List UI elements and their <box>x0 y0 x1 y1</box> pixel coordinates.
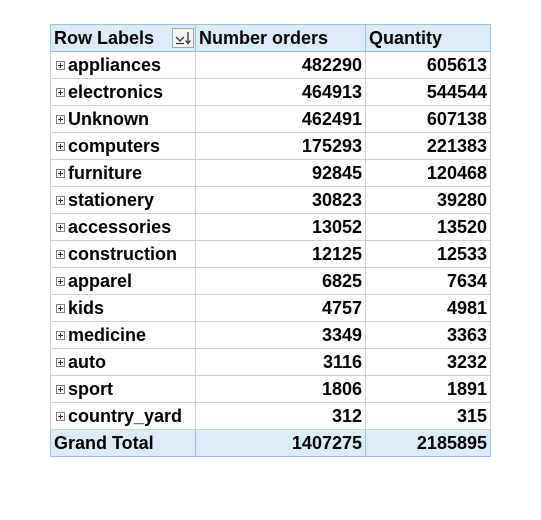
number-orders-cell[interactable]: 464913 <box>195 78 366 106</box>
table-row: appliances 482290 605613 <box>50 51 491 79</box>
quantity-cell[interactable]: 544544 <box>365 78 491 106</box>
number-orders-cell[interactable]: 1806 <box>195 375 366 403</box>
table-row: electronics 464913 544544 <box>50 78 491 106</box>
table-row: auto 3116 3232 <box>50 348 491 376</box>
number-orders-cell[interactable]: 462491 <box>195 105 366 133</box>
sort-filter-dropdown-icon[interactable] <box>172 28 194 48</box>
row-label: accessories <box>68 216 172 237</box>
row-label-cell[interactable]: country_yard <box>50 402 196 430</box>
row-label: stationery <box>68 189 155 210</box>
number-orders-cell[interactable]: 482290 <box>195 51 366 79</box>
row-label-cell[interactable]: sport <box>50 375 196 403</box>
quantity-cell[interactable]: 4981 <box>365 294 491 322</box>
row-label: furniture <box>68 162 142 183</box>
quantity-cell[interactable]: 13520 <box>365 213 491 241</box>
expand-plus-icon[interactable] <box>56 168 65 178</box>
expand-plus-icon[interactable] <box>56 411 65 421</box>
expand-plus-icon[interactable] <box>56 87 65 97</box>
row-label-cell[interactable]: appliances <box>50 51 196 79</box>
header-row: Row Labels Number orders Quantity <box>50 24 491 52</box>
row-labels-header-label: Row Labels <box>54 27 155 48</box>
row-label-cell[interactable]: apparel <box>50 267 196 295</box>
quantity-cell[interactable]: 315 <box>365 402 491 430</box>
expand-plus-icon[interactable] <box>56 303 65 313</box>
row-label: computers <box>68 135 161 156</box>
quantity-cell[interactable]: 120468 <box>365 159 491 187</box>
table-row: country_yard 312 315 <box>50 402 491 430</box>
expand-plus-icon[interactable] <box>56 357 65 367</box>
row-labels-header[interactable]: Row Labels <box>50 24 196 52</box>
table-row: sport 1806 1891 <box>50 375 491 403</box>
row-label-cell[interactable]: accessories <box>50 213 196 241</box>
number-orders-cell[interactable]: 3349 <box>195 321 366 349</box>
quantity-cell[interactable]: 605613 <box>365 51 491 79</box>
expand-plus-icon[interactable] <box>56 330 65 340</box>
table-row: stationery 30823 39280 <box>50 186 491 214</box>
quantity-cell[interactable]: 7634 <box>365 267 491 295</box>
sort-descending-icon <box>175 32 191 45</box>
table-row: apparel 6825 7634 <box>50 267 491 295</box>
row-label-cell[interactable]: Unknown <box>50 105 196 133</box>
row-label: appliances <box>68 54 162 75</box>
row-label: sport <box>68 378 113 399</box>
table-row: medicine 3349 3363 <box>50 321 491 349</box>
number-orders-cell[interactable]: 312 <box>195 402 366 430</box>
quantity-cell[interactable]: 221383 <box>365 132 491 160</box>
grand-total-row: Grand Total 1407275 2185895 <box>50 429 491 457</box>
row-label: electronics <box>68 81 164 102</box>
number-orders-cell[interactable]: 6825 <box>195 267 366 295</box>
row-label-cell[interactable]: electronics <box>50 78 196 106</box>
row-label: kids <box>68 297 105 318</box>
quantity-cell[interactable]: 3232 <box>365 348 491 376</box>
quantity-cell[interactable]: 12533 <box>365 240 491 268</box>
expand-plus-icon[interactable] <box>56 276 65 286</box>
grand-total-orders: 1407275 <box>195 429 366 457</box>
table-row: construction 12125 12533 <box>50 240 491 268</box>
number-orders-cell[interactable]: 4757 <box>195 294 366 322</box>
quantity-cell[interactable]: 607138 <box>365 105 491 133</box>
pivot-table: Row Labels Number orders Quantity applia… <box>50 24 491 457</box>
expand-plus-icon[interactable] <box>56 249 65 259</box>
expand-plus-icon[interactable] <box>56 384 65 394</box>
expand-plus-icon[interactable] <box>56 195 65 205</box>
row-label-cell[interactable]: furniture <box>50 159 196 187</box>
number-orders-cell[interactable]: 92845 <box>195 159 366 187</box>
row-label-cell[interactable]: kids <box>50 294 196 322</box>
row-label-cell[interactable]: medicine <box>50 321 196 349</box>
row-label-cell[interactable]: computers <box>50 132 196 160</box>
pivot-body: appliances 482290 605613 electronics 464913 5… <box>50 51 491 430</box>
number-orders-cell[interactable]: 13052 <box>195 213 366 241</box>
table-row: accessories 13052 13520 <box>50 213 491 241</box>
row-label-cell[interactable]: auto <box>50 348 196 376</box>
number-orders-header[interactable]: Number orders <box>195 24 366 52</box>
number-orders-cell[interactable]: 12125 <box>195 240 366 268</box>
quantity-cell[interactable]: 39280 <box>365 186 491 214</box>
number-orders-cell[interactable]: 30823 <box>195 186 366 214</box>
quantity-header[interactable]: Quantity <box>365 24 491 52</box>
table-row: kids 4757 4981 <box>50 294 491 322</box>
grand-total-label: Grand Total <box>50 429 196 457</box>
row-label: medicine <box>68 324 147 345</box>
grand-total-quantity: 2185895 <box>365 429 491 457</box>
row-label: country_yard <box>68 405 183 426</box>
row-label-cell[interactable]: stationery <box>50 186 196 214</box>
table-row: furniture 92845 120468 <box>50 159 491 187</box>
expand-plus-icon[interactable] <box>56 114 65 124</box>
number-orders-cell[interactable]: 175293 <box>195 132 366 160</box>
row-label: Unknown <box>68 108 149 129</box>
expand-plus-icon[interactable] <box>56 60 65 70</box>
row-label-cell[interactable]: construction <box>50 240 196 268</box>
quantity-cell[interactable]: 3363 <box>365 321 491 349</box>
number-orders-cell[interactable]: 3116 <box>195 348 366 376</box>
row-label: construction <box>68 243 178 264</box>
quantity-cell[interactable]: 1891 <box>365 375 491 403</box>
expand-plus-icon[interactable] <box>56 141 65 151</box>
row-label: auto <box>68 351 106 372</box>
row-label: apparel <box>68 270 133 291</box>
expand-plus-icon[interactable] <box>56 222 65 232</box>
table-row: Unknown 462491 607138 <box>50 105 491 133</box>
table-row: computers 175293 221383 <box>50 132 491 160</box>
